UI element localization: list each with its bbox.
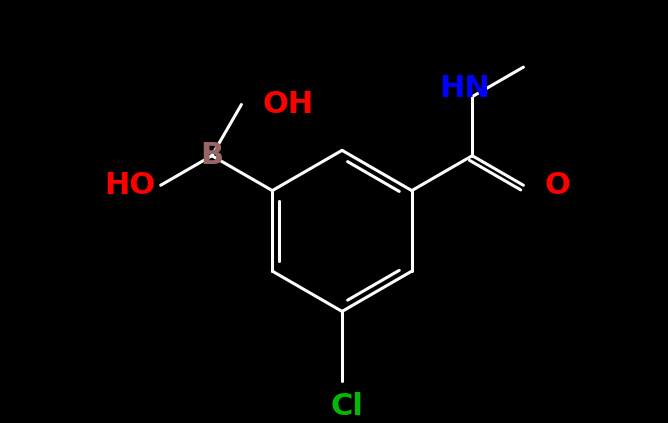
Text: O: O (545, 171, 570, 200)
Text: B: B (200, 141, 223, 170)
Text: Cl: Cl (331, 392, 364, 421)
Text: OH: OH (263, 90, 314, 119)
Text: HO: HO (104, 171, 156, 200)
Text: HN: HN (439, 74, 490, 103)
